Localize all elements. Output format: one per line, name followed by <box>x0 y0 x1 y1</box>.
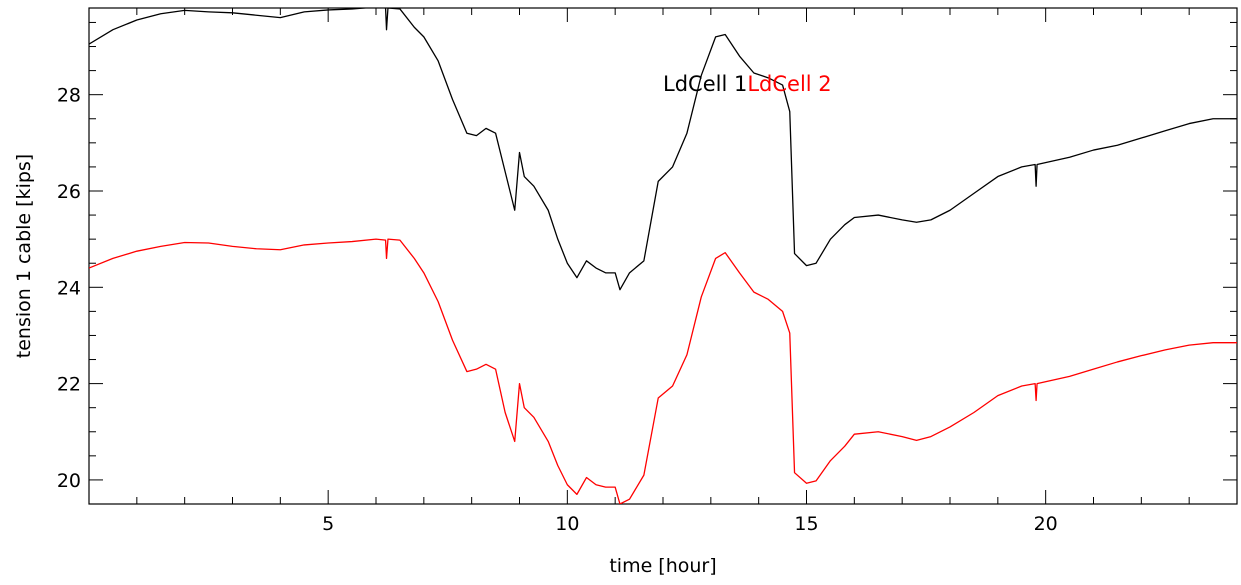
y-tick-label: 22 <box>57 374 81 396</box>
y-tick-label: 24 <box>57 277 81 299</box>
x-tick-label: 10 <box>555 513 579 535</box>
x-tick-label: 15 <box>794 513 818 535</box>
y-tick-label: 26 <box>57 181 81 203</box>
y-axis-ticks: 20 22 24 26 28 <box>57 21 1237 492</box>
series-line-1 <box>89 8 1237 291</box>
legend-entry-2: LdCell 2 <box>747 72 831 96</box>
y-tick-label: 28 <box>57 85 81 107</box>
x-tick-label: 5 <box>322 513 334 535</box>
x-axis-ticks: 5 10 15 20 <box>136 8 1190 535</box>
series-layer <box>89 8 1237 504</box>
legend-entries: LdCell 1LdCell 2 <box>663 72 832 96</box>
series-line-2 <box>89 238 1237 504</box>
legend: LdCell 1LdCell 2 <box>663 72 832 96</box>
x-tick-label: 20 <box>1034 513 1058 535</box>
legend-entry-1: LdCell 1 <box>663 72 747 96</box>
y-tick-label: 20 <box>57 470 81 492</box>
x-axis-label: time [hour] <box>609 555 716 577</box>
y-axis-label: tension 1 cable [kips] <box>13 154 35 358</box>
